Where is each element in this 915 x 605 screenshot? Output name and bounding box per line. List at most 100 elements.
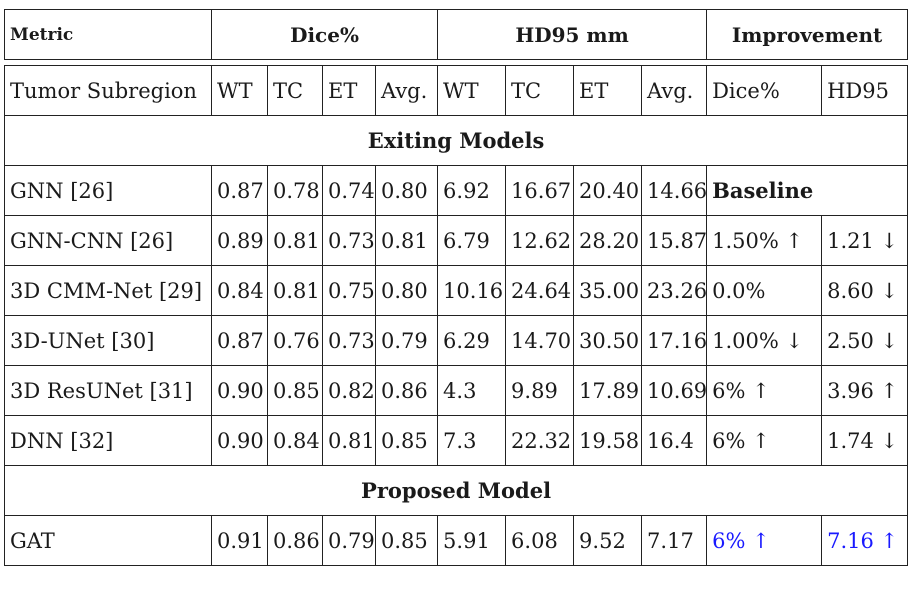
improvement-hd95: 3.96 ↑	[821, 365, 909, 416]
value-cell: 0.87	[211, 315, 268, 366]
subheader-cell: ET	[573, 65, 643, 116]
model-name: 3D ResUNet [31]	[4, 365, 212, 416]
value-cell: 0.82	[322, 365, 376, 416]
model-name: DNN [32]	[4, 415, 212, 466]
value-cell: 0.79	[322, 515, 376, 566]
value-cell: 16.4	[641, 415, 708, 466]
value-cell: 0.86	[374, 365, 439, 416]
value-cell: 14.66	[641, 165, 708, 216]
table-row: GNN-CNN [26] 0.89 0.81 0.73 0.81 6.79 12…	[4, 215, 909, 266]
subheader-cell: ET	[322, 65, 376, 116]
value-cell: 15.87	[641, 215, 708, 266]
dice-group-header: Dice%	[210, 9, 439, 60]
value-cell: 6.92	[437, 165, 507, 216]
subheader-cell: WT	[211, 65, 268, 116]
value-cell: 0.75	[322, 265, 376, 316]
value-cell: 0.87	[211, 165, 268, 216]
value-cell: 22.32	[505, 415, 575, 466]
subheader-cell: WT	[437, 65, 507, 116]
value-cell: 7.3	[437, 415, 507, 466]
value-cell: 0.84	[267, 415, 323, 466]
model-name: 3D-UNet [30]	[4, 315, 212, 366]
section-proposed-model: Proposed Model	[3, 465, 909, 516]
tumor-subregion-label: Tumor Subregion	[4, 65, 212, 116]
value-cell: 6.79	[437, 215, 507, 266]
model-name: GAT	[4, 515, 212, 566]
model-name: GNN-CNN [26]	[4, 215, 212, 266]
hd95-group-header: HD95 mm	[437, 9, 708, 60]
subheader-cell: HD95	[821, 65, 909, 116]
improvement-dice: 1.50% ↑	[706, 215, 823, 266]
value-cell: 0.90	[211, 365, 268, 416]
header-row: Metric Dice% HD95 mm Improvement	[4, 9, 909, 60]
improvement-hd95: 7.16 ↑	[821, 515, 909, 566]
value-cell: 9.52	[573, 515, 643, 566]
value-cell: 17.16	[641, 315, 708, 366]
improvement-group-header: Improvement	[706, 9, 909, 60]
value-cell: 35.00	[573, 265, 643, 316]
value-cell: 0.80	[374, 265, 439, 316]
value-cell: 0.78	[267, 165, 323, 216]
value-cell: 10.16	[437, 265, 507, 316]
value-cell: 0.80	[374, 165, 439, 216]
value-cell: 24.64	[505, 265, 575, 316]
value-cell: 0.74	[322, 165, 376, 216]
value-cell: 10.69	[641, 365, 708, 416]
improvement-hd95: 8.60 ↓	[821, 265, 909, 316]
value-cell: 0.85	[374, 415, 439, 466]
value-cell: 0.84	[211, 265, 268, 316]
value-cell: 0.81	[267, 215, 323, 266]
value-cell: 0.76	[267, 315, 323, 366]
subheader-row: Tumor Subregion WT TC ET Avg. WT TC ET A…	[4, 65, 909, 116]
value-cell: 6.29	[437, 315, 507, 366]
value-cell: 0.73	[322, 315, 376, 366]
improvement-hd95: 1.74 ↓	[821, 415, 909, 466]
value-cell: 7.17	[641, 515, 708, 566]
subheader-cell: Dice%	[706, 65, 823, 116]
section-row: Proposed Model	[3, 465, 909, 516]
value-cell: 23.26	[641, 265, 708, 316]
value-cell: 0.79	[374, 315, 439, 366]
value-cell: 5.91	[437, 515, 507, 566]
baseline-label: Baseline	[706, 165, 909, 216]
section-row: Exiting Models	[3, 115, 909, 166]
improvement-hd95: 2.50 ↓	[821, 315, 909, 366]
value-cell: 6.08	[505, 515, 575, 566]
value-cell: 0.85	[267, 365, 323, 416]
value-cell: 30.50	[573, 315, 643, 366]
subheader-cell: Avg.	[374, 65, 439, 116]
table-row: DNN [32] 0.90 0.84 0.81 0.85 7.3 22.32 1…	[4, 415, 909, 466]
improvement-dice: 6% ↑	[706, 365, 823, 416]
value-cell: 16.67	[505, 165, 575, 216]
subheader-cell: TC	[505, 65, 575, 116]
improvement-dice: 1.00% ↓	[706, 315, 823, 366]
value-cell: 19.58	[573, 415, 643, 466]
value-cell: 0.91	[211, 515, 268, 566]
model-name: 3D CMM-Net [29]	[4, 265, 212, 316]
value-cell: 0.86	[267, 515, 323, 566]
value-cell: 20.40	[573, 165, 643, 216]
improvement-dice: 6% ↑	[706, 415, 823, 466]
table-row: 3D ResUNet [31] 0.90 0.85 0.82 0.86 4.3 …	[4, 365, 909, 416]
subheader-cell: Avg.	[641, 65, 708, 116]
metric-header: Metric	[4, 9, 212, 60]
value-cell: 28.20	[573, 215, 643, 266]
improvement-dice: 0.0%	[706, 265, 823, 316]
proposed-row: GAT 0.91 0.86 0.79 0.85 5.91 6.08 9.52 7…	[4, 515, 909, 566]
value-cell: 0.81	[374, 215, 439, 266]
improvement-hd95: 1.21 ↓	[821, 215, 909, 266]
value-cell: 9.89	[505, 365, 575, 416]
value-cell: 0.90	[211, 415, 268, 466]
table-row: GNN [26] 0.87 0.78 0.74 0.80 6.92 16.67 …	[4, 165, 909, 216]
table-row: 3D CMM-Net [29] 0.84 0.81 0.75 0.80 10.1…	[4, 265, 909, 316]
improvement-dice: 6% ↑	[706, 515, 823, 566]
value-cell: 0.89	[211, 215, 268, 266]
value-cell: 0.85	[374, 515, 439, 566]
value-cell: 0.81	[267, 265, 323, 316]
value-cell: 14.70	[505, 315, 575, 366]
value-cell: 4.3	[437, 365, 507, 416]
results-table: Metric Dice% HD95 mm Improvement Tumor S…	[3, 9, 909, 566]
section-existing-models: Exiting Models	[3, 115, 909, 166]
value-cell: 0.73	[322, 215, 376, 266]
value-cell: 17.89	[573, 365, 643, 416]
